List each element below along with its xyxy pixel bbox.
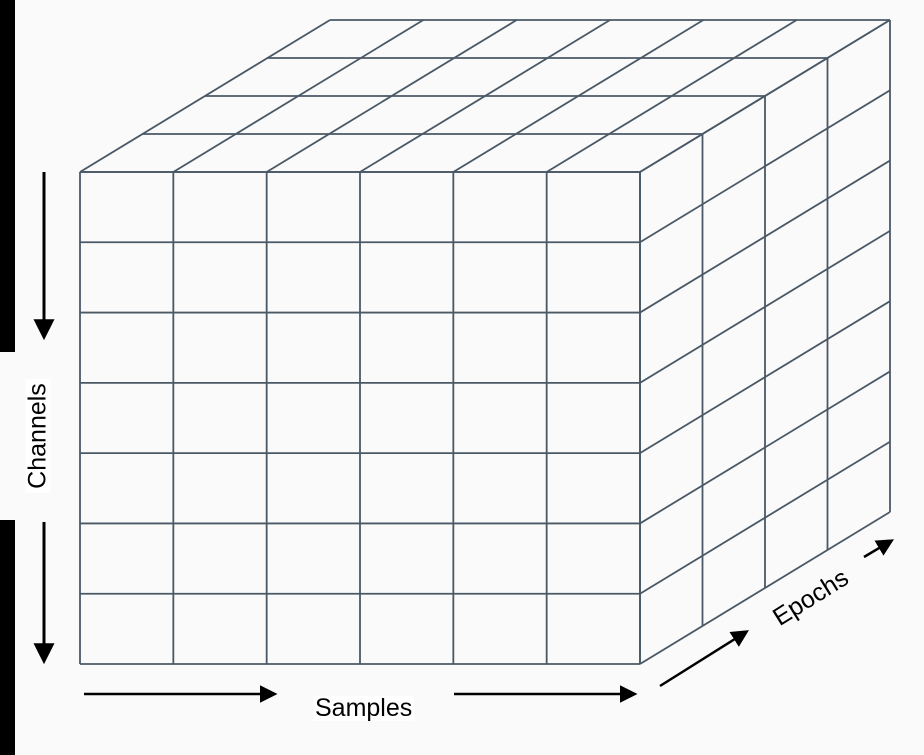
epochs-arrow-lower — [659, 630, 749, 688]
samples-axis-label: Samples — [313, 694, 415, 722]
cube-side-face — [639, 19, 891, 665]
cube-top-face — [79, 19, 891, 173]
left-edge-bar-bottom — [0, 520, 15, 755]
axis-arrows — [33, 172, 895, 703]
epochs-arrow-upper — [863, 539, 895, 559]
left-edge-bar-top — [0, 0, 15, 352]
cube-front-face — [79, 171, 641, 665]
channels-axis-label: Channels — [24, 379, 52, 493]
